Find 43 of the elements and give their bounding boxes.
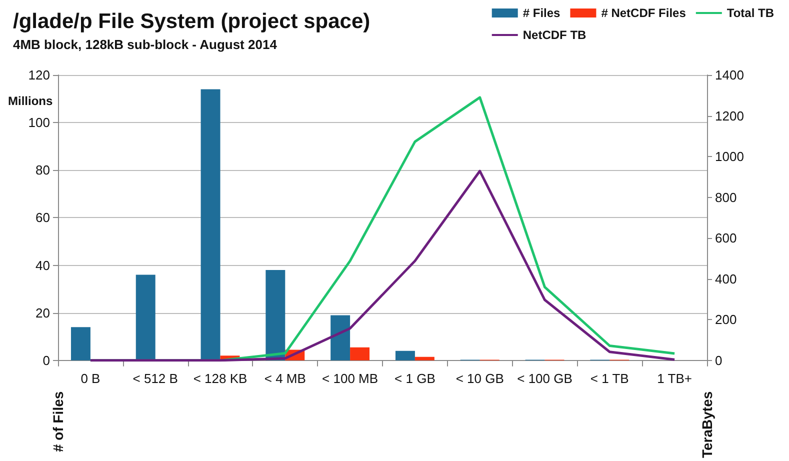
x-tick-label: < 128 KB xyxy=(193,370,248,386)
y2-tick-label: 400 xyxy=(715,271,737,286)
bar xyxy=(266,270,286,360)
y-tick-label: 20 xyxy=(36,305,50,320)
y2-axis-title: TeraBytes xyxy=(699,391,715,458)
x-tick-label: < 1 TB xyxy=(590,370,629,386)
y-tick-label: 60 xyxy=(36,210,50,226)
y2-tick-label: 1400 xyxy=(715,68,744,82)
legend-label: NetCDF TB xyxy=(522,28,587,42)
x-tick-label: 1 TB+ xyxy=(657,370,692,386)
y2-tick-label: 200 xyxy=(715,312,737,328)
x-tick-label: < 10 GB xyxy=(456,370,504,386)
chart-subtitle: 4MB block, 128kB sub-block - August 2014 xyxy=(13,37,278,52)
legend-label: # NetCDF Files xyxy=(601,6,686,20)
chart-title: /glade/p File System (project space) xyxy=(13,10,370,33)
x-tick-label: < 100 MB xyxy=(322,370,378,386)
x-tick-label: < 512 B xyxy=(132,370,178,386)
y-tick-label: 100 xyxy=(28,115,50,130)
x-tick-label: 0 B xyxy=(80,370,100,386)
bar xyxy=(136,274,156,360)
legend-label: # Files xyxy=(522,6,561,20)
y2-tick-label: 600 xyxy=(715,230,737,246)
y2-tick-label: 1200 xyxy=(715,108,744,124)
y-tick-label: 40 xyxy=(36,258,50,273)
legend-label: Total TB xyxy=(726,6,774,20)
line-series xyxy=(89,170,676,362)
text: Millions xyxy=(8,94,53,108)
y-axis-title: # of Files xyxy=(50,391,66,452)
bar xyxy=(200,89,220,360)
y-tick-label: 80 xyxy=(36,162,50,178)
bar xyxy=(414,356,434,360)
bar xyxy=(70,327,90,360)
y-tick-label: 120 xyxy=(28,68,50,82)
y2-tick-label: 800 xyxy=(715,190,737,205)
y2-tick-label: 1000 xyxy=(715,149,744,164)
y2-tick-label: 0 xyxy=(715,352,722,368)
bar xyxy=(350,347,370,360)
x-tick-label: < 1 GB xyxy=(394,370,436,386)
bar xyxy=(395,350,415,360)
y-tick-label: 0 xyxy=(42,352,50,368)
bar xyxy=(330,315,350,360)
x-tick-label: < 100 GB xyxy=(517,370,572,386)
x-tick-label: < 4 MB xyxy=(264,370,306,386)
